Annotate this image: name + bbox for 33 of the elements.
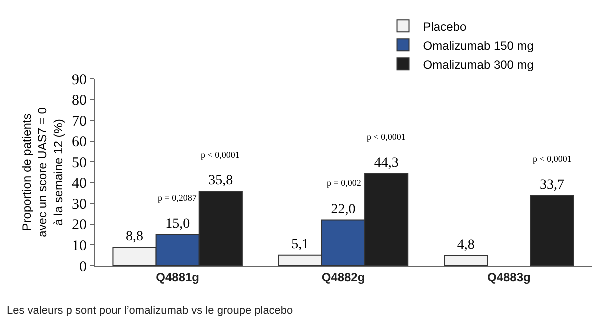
annotation: p < 0,0001	[367, 132, 406, 142]
legend-label: Omalizumab 150 mg	[423, 38, 534, 53]
text: Les valeurs p sont pour l’omalizumab vs le groupe placebo	[7, 305, 294, 317]
annotation: p = 0,002	[327, 178, 362, 188]
y-tick-label: 70	[72, 114, 87, 130]
y-tick-label: 40	[72, 176, 87, 192]
y-tick-label: 0	[80, 259, 87, 276]
y-tick-label: 90	[72, 72, 87, 88]
legend-label: Omalizumab 300 mg	[423, 58, 534, 72]
x-tick-label: Q4883g	[487, 270, 531, 284]
data-label: 35,8	[208, 174, 234, 189]
y-tick-label: 80	[72, 93, 87, 110]
data-label: 15,0	[166, 216, 190, 232]
data-label: 44,3	[374, 156, 399, 171]
bar	[530, 195, 574, 266]
data-label: 33,7	[540, 178, 564, 193]
x-tick-label: Q4881g	[156, 270, 200, 284]
y-tick-label: 10	[72, 238, 87, 254]
legend-label: Placebo	[423, 20, 467, 34]
y-tick-label: 60	[72, 134, 87, 151]
bar	[444, 256, 488, 266]
annotation: p = 0,2087	[158, 193, 198, 203]
y-tick-label: 30	[72, 196, 87, 213]
annotation: p < 0,0001	[201, 150, 240, 160]
data-label: 5,1	[292, 237, 310, 252]
y-tick-label: 20	[72, 218, 87, 234]
data-label: 4,8	[457, 238, 475, 254]
y-axis-title: Proportion de patients avec un score UAS7 = 0 à la semaine 12 (%)	[20, 107, 66, 238]
y-tick-label: 50	[72, 155, 87, 172]
annotation: p < 0,0001	[533, 154, 572, 164]
x-tick-label: Q4882g	[322, 270, 366, 284]
data-label: 22,0	[331, 202, 356, 218]
data-label: 8,8	[126, 230, 144, 245]
